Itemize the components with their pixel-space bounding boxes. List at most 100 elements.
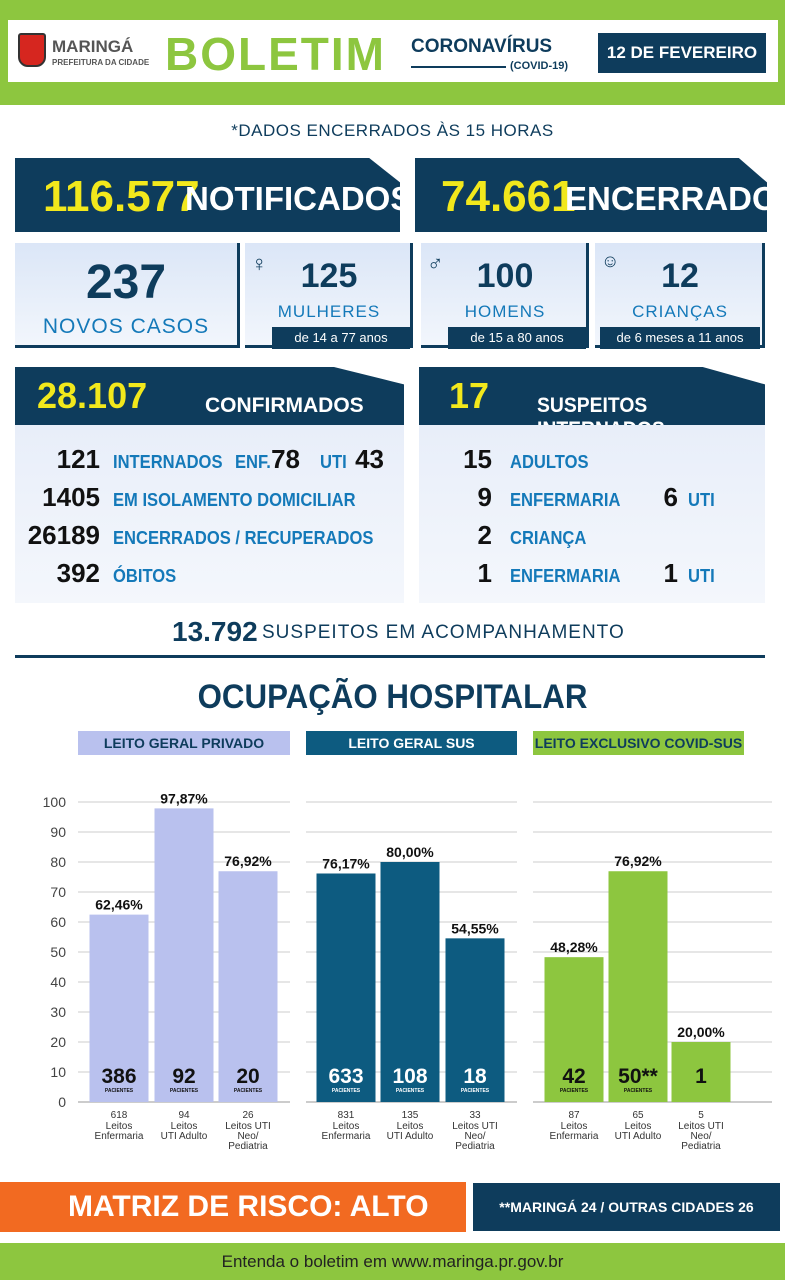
notificados-label: NOTIFICADOS xyxy=(185,180,413,217)
patients-count: 633 xyxy=(328,1065,363,1088)
criancas-label: CRIANÇAS xyxy=(632,302,728,321)
adultos-uti-number: 6 xyxy=(663,482,678,512)
bar-category-label: Neo/ xyxy=(690,1131,711,1142)
bar-category-label: UTI Adulto xyxy=(387,1131,434,1142)
enf-label: ENF. xyxy=(235,452,271,472)
bar-percent-label: 48,28% xyxy=(550,939,598,955)
homens-label: HOMENS xyxy=(464,302,546,321)
isolamento-number: 1405 xyxy=(42,482,100,512)
encerrados-label: ENCERRADOS xyxy=(565,180,785,217)
obitos-label: ÓBITOS xyxy=(113,566,177,586)
patients-count: 18 xyxy=(463,1065,487,1088)
patients-label: PACIENTES xyxy=(170,1088,199,1094)
bar xyxy=(380,862,440,1102)
y-tick-label: 30 xyxy=(50,1004,66,1020)
man-icon: ♂ xyxy=(427,251,444,276)
beds-count: 87 xyxy=(568,1110,580,1121)
bar xyxy=(316,873,376,1102)
risk-matrix-banner: MATRIZ DE RISCO: ALTO xyxy=(0,1182,466,1232)
patients-label: PACIENTES xyxy=(461,1088,490,1094)
acompanhamento-number: 13.792 xyxy=(172,616,258,647)
recuperados-label: ENCERRADOS / RECUPERADOS xyxy=(113,528,374,548)
patients-count: 386 xyxy=(101,1065,136,1088)
brand-subtitle: PREFEITURA DA CIDADE xyxy=(52,58,150,67)
beds-count: 5 xyxy=(698,1110,704,1121)
footer-link: Entenda o boletim em www.maringa.pr.gov.… xyxy=(0,1243,785,1280)
adultos-enf-number: 9 xyxy=(477,482,492,512)
mulheres-range: de 14 a 77 anos xyxy=(272,327,410,349)
subtitle-divider xyxy=(411,66,506,68)
recuperados-number: 26189 xyxy=(27,520,100,550)
bar-percent-label: 76,92% xyxy=(224,853,272,869)
y-tick-label: 10 xyxy=(50,1064,66,1080)
crianca-enf-number: 1 xyxy=(477,558,492,588)
patients-label: PACIENTES xyxy=(105,1088,134,1094)
criancas-number: 12 xyxy=(661,257,699,295)
confirmados-number: 28.107 xyxy=(37,375,148,416)
confirmados-label: CONFIRMADOS xyxy=(205,394,364,417)
suspeitos-panel xyxy=(419,425,765,603)
internados-label: INTERNADOS xyxy=(113,452,223,472)
bar-category-label: Leitos UTI xyxy=(452,1121,498,1132)
bar-category-label: Leitos UTI xyxy=(678,1121,724,1132)
bar-category-label: Enfermaria xyxy=(95,1131,144,1142)
uti-label: UTI xyxy=(320,452,347,472)
patients-count: 50** xyxy=(618,1065,659,1088)
confirmados-banner: 28.107 CONFIRMADOS xyxy=(15,367,404,425)
bar-category-label: Pediatria xyxy=(228,1141,268,1152)
confirmados-panel xyxy=(15,425,404,603)
crianca-label: CRIANÇA xyxy=(510,528,587,548)
brand-name: MARINGÁ xyxy=(52,37,134,56)
group-tag-privado: LEITO GERAL PRIVADO xyxy=(78,731,290,755)
patients-label: PACIENTES xyxy=(332,1088,361,1094)
y-tick-label: 40 xyxy=(50,974,66,990)
woman-icon: ♀ xyxy=(251,251,268,276)
bar xyxy=(544,957,604,1102)
bar-category-label: Pediatria xyxy=(455,1141,495,1152)
crianca-uti-label: UTI xyxy=(688,566,715,586)
y-tick-label: 90 xyxy=(50,824,66,840)
y-tick-label: 70 xyxy=(50,884,66,900)
suspeitos-number: 17 xyxy=(449,375,490,416)
beds-count: 135 xyxy=(402,1110,419,1121)
bar xyxy=(608,871,668,1102)
bar-category-label: Neo/ xyxy=(237,1131,258,1142)
patients-label: PACIENTES xyxy=(624,1088,653,1094)
enf-number: 78 xyxy=(271,444,300,474)
city-crest-icon xyxy=(18,33,46,67)
patients-count: 20 xyxy=(236,1065,259,1088)
mulheres-card: ♀ 125 MULHERES de 14 a 77 anos xyxy=(245,243,413,349)
group-tag-covid-sus: LEITO EXCLUSIVO COVID-SUS xyxy=(533,731,744,755)
homens-range: de 15 a 80 anos xyxy=(448,327,586,349)
acompanhamento-label: SUSPEITOS EM ACOMPANHAMENTO xyxy=(262,622,625,643)
patients-count: 1 xyxy=(695,1065,707,1088)
beds-count: 618 xyxy=(111,1110,128,1121)
y-tick-label: 20 xyxy=(50,1034,66,1050)
novos-casos-card: 237 NOVOS CASOS xyxy=(15,243,240,348)
criancas-range: de 6 meses a 11 anos xyxy=(600,327,760,349)
page-subtitle: CORONAVÍRUS xyxy=(411,36,553,57)
bar-percent-label: 20,00% xyxy=(677,1024,725,1040)
bar-category-label: Leitos xyxy=(625,1121,652,1132)
data-note: *DADOS ENCERRADOS ÀS 15 HORAS xyxy=(231,121,554,140)
notificados-banner: 116.577 NOTIFICADOS xyxy=(15,158,400,232)
adultos-label: ADULTOS xyxy=(510,452,589,472)
notificados-number: 116.577 xyxy=(43,172,200,221)
bar-category-label: UTI Adulto xyxy=(161,1131,208,1142)
suspeitos-label: SUSPEITOS INTERNADOS xyxy=(537,394,665,425)
encerrados-number: 74.661 xyxy=(441,172,576,221)
isolamento-label: EM ISOLAMENTO DOMICILIAR xyxy=(113,490,356,510)
cities-breakdown: **MARINGÁ 24 / OUTRAS CIDADES 26 xyxy=(473,1183,780,1231)
y-tick-label: 50 xyxy=(50,944,66,960)
bar-category-label: Leitos xyxy=(333,1121,360,1132)
mulheres-label: MULHERES xyxy=(277,302,381,321)
patients-count: 108 xyxy=(392,1065,427,1088)
page-title: BOLETIM xyxy=(165,28,386,80)
bar-category-label: Leitos UTI xyxy=(225,1121,271,1132)
bar-percent-label: 80,00% xyxy=(386,844,434,860)
adultos-number: 15 xyxy=(463,444,492,474)
bar-percent-label: 54,55% xyxy=(451,920,499,936)
bar-category-label: Pediatria xyxy=(681,1141,721,1152)
y-tick-label: 0 xyxy=(58,1094,66,1110)
obitos-number: 392 xyxy=(56,558,100,588)
